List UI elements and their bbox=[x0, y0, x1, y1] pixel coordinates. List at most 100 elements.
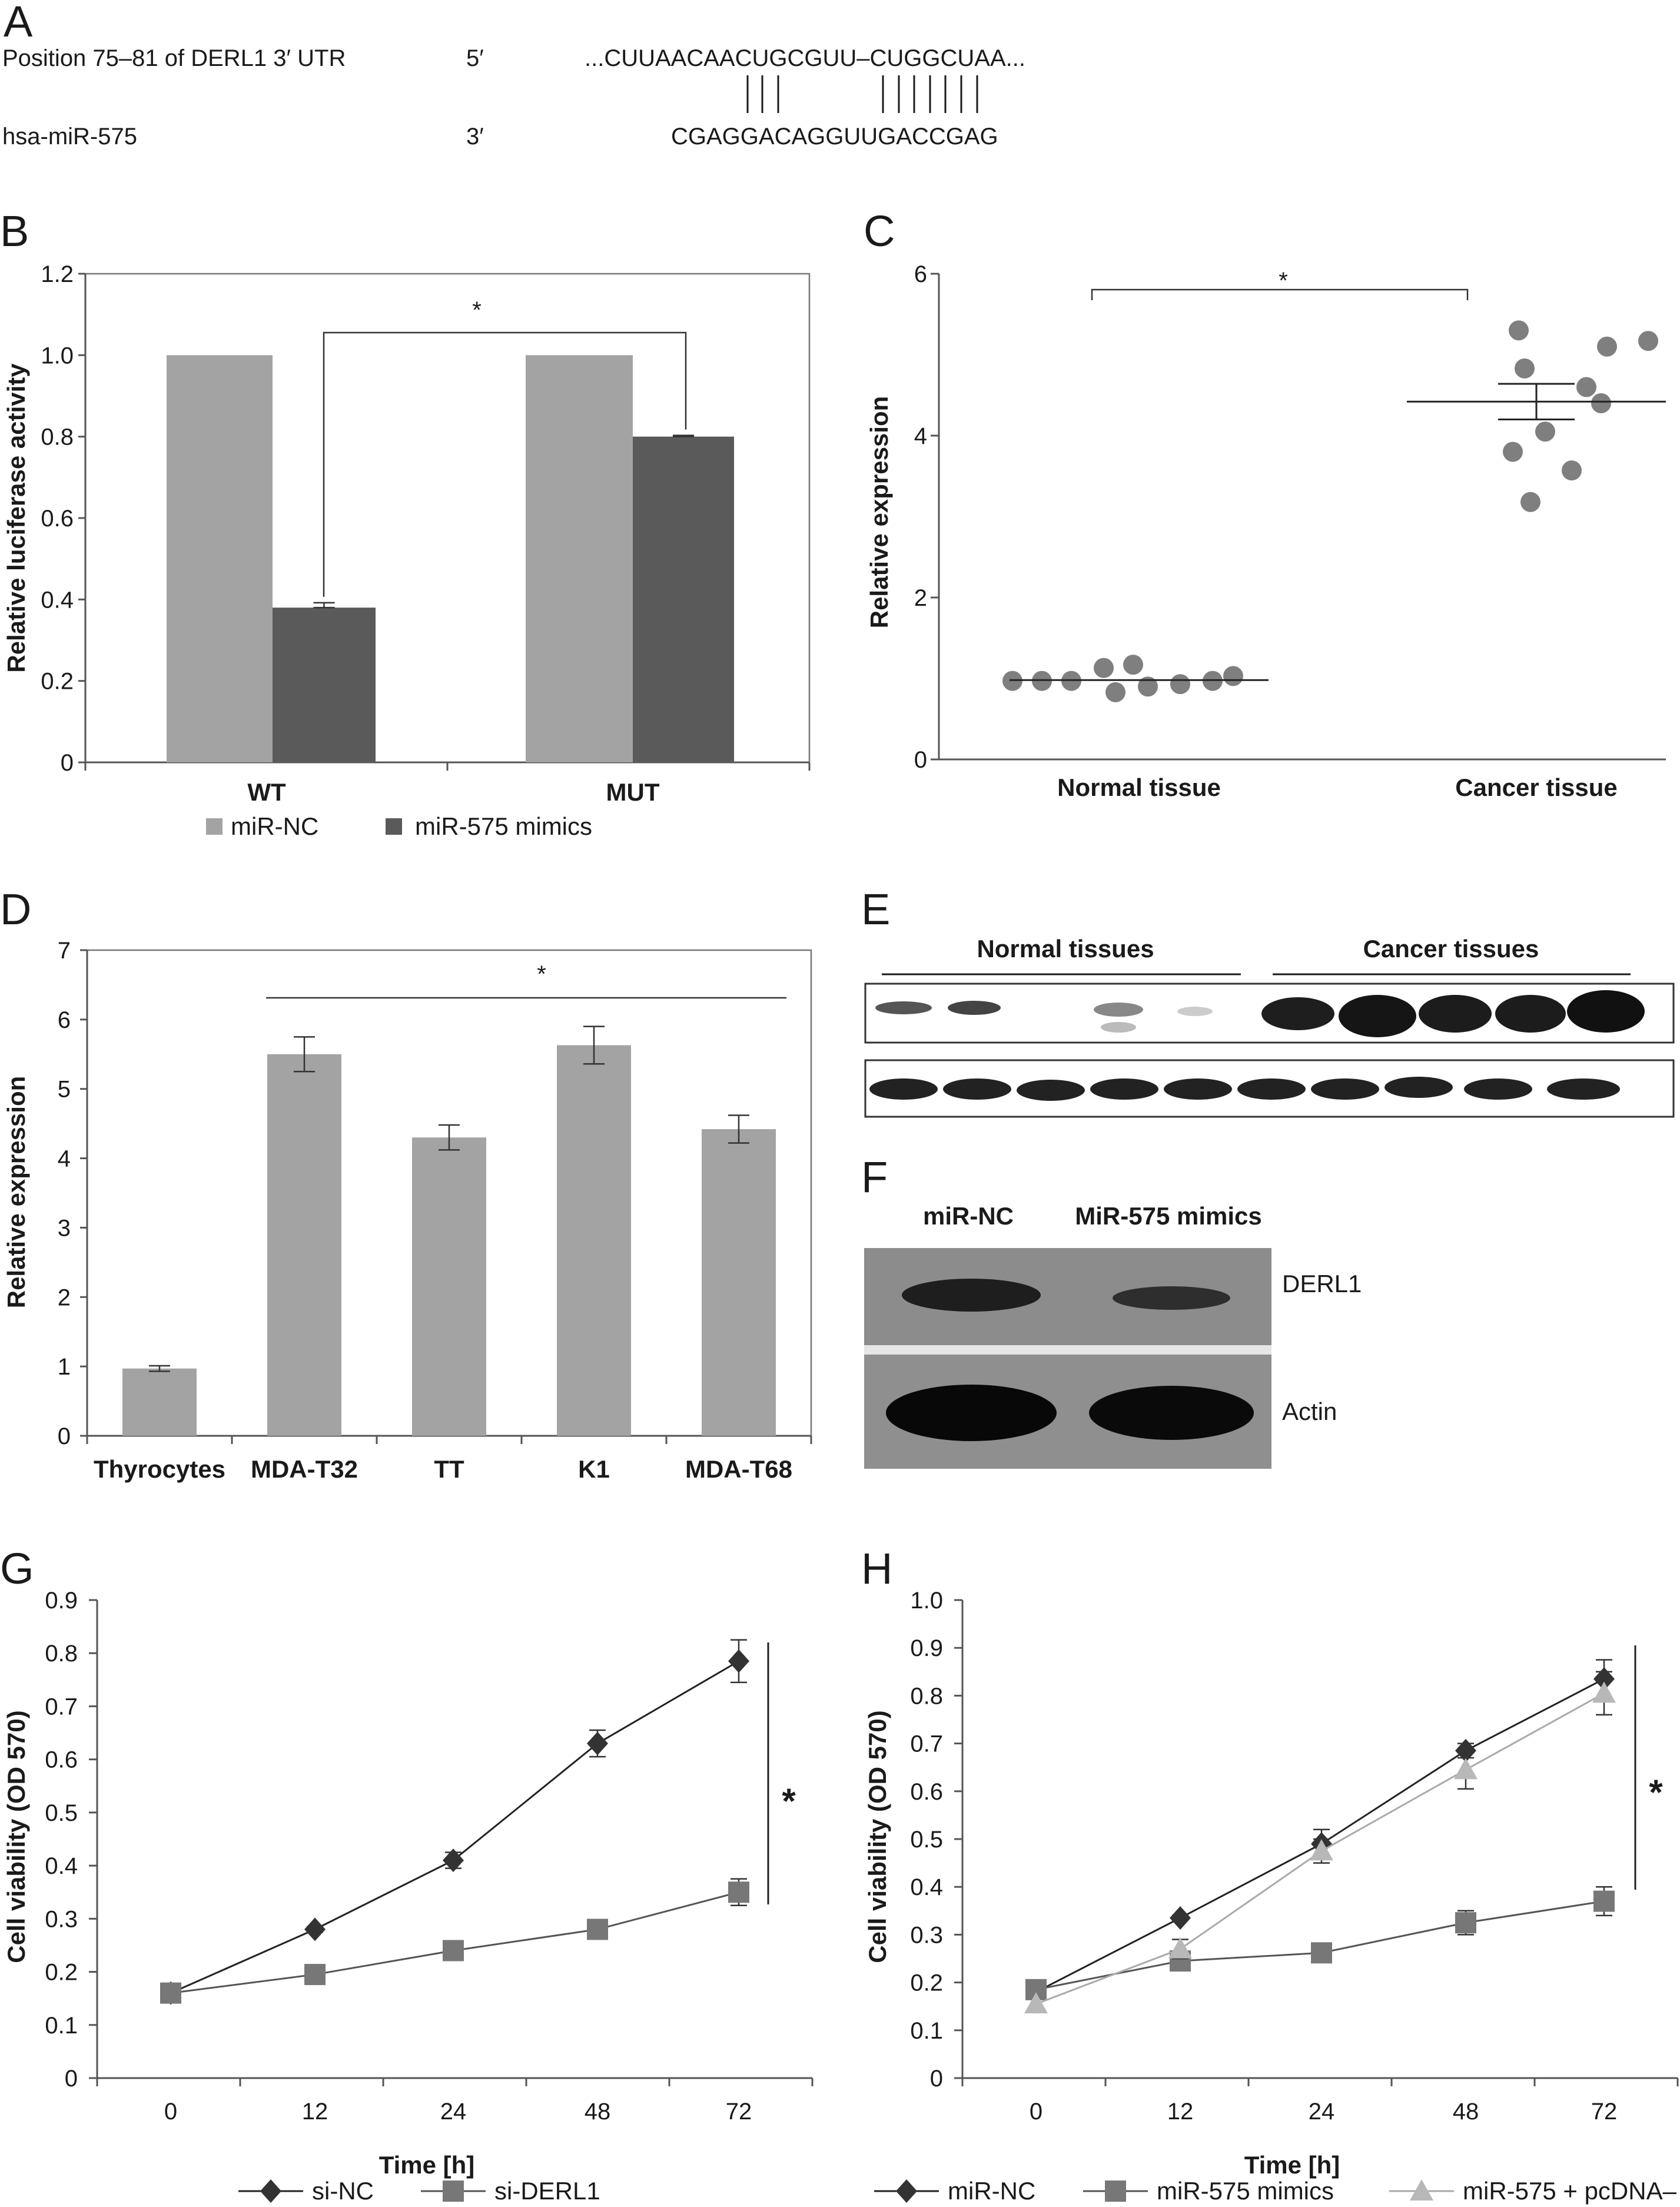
panel-c-data-point bbox=[1509, 320, 1529, 341]
panel-e: E Normal tissues Cancer tissues bbox=[861, 885, 1675, 1118]
derl1-utr-label: Position 75–81 of DERL1 3′ UTR bbox=[2, 45, 346, 71]
panel-c-data-point bbox=[1138, 676, 1158, 697]
panel-d-x-tick-label: K1 bbox=[578, 1455, 610, 1483]
panel-b-y-tick-label: 0.2 bbox=[41, 669, 74, 695]
blot-f-lane-mir-nc: miR-NC bbox=[923, 1202, 1014, 1230]
panel-h-y-axis-label: Cell viability (OD 570) bbox=[864, 1710, 891, 1963]
panel-d-y-tick-label: 5 bbox=[58, 1077, 71, 1103]
panel-d-y-tick-label: 1 bbox=[58, 1354, 71, 1380]
panel-g-legend-label: si-DERL1 bbox=[494, 2177, 600, 2205]
panel-b-bar-mir575 bbox=[633, 436, 734, 762]
panel-c-x-tick-label: Normal tissue bbox=[1057, 774, 1221, 801]
panel-c-significance-bracket bbox=[1091, 288, 1469, 300]
panel-c-data-point bbox=[1638, 331, 1658, 351]
panel-h-data-marker bbox=[1024, 1992, 1048, 2014]
panel-h-y-tick-label: 0.8 bbox=[910, 1683, 943, 1709]
panel-d-bar bbox=[557, 1045, 631, 1436]
panel-c-letter: C bbox=[864, 207, 895, 255]
panel-d-y-tick-label: 7 bbox=[58, 938, 71, 964]
panel-h-data-marker bbox=[1311, 1942, 1332, 1964]
panel-d-chart: 0 1 2 3 4 5 6 7 Thyrocytes MDA-T32 TT K1 MDA-T68 * bbox=[58, 938, 812, 1483]
panel-h-legend-marker bbox=[896, 2179, 917, 2203]
panel-g-y-tick-label: 0.2 bbox=[45, 1960, 78, 1986]
panel-b-letter: B bbox=[0, 207, 29, 255]
panel-g-data-marker bbox=[728, 1881, 749, 1903]
panel-c-data-point bbox=[1223, 666, 1243, 686]
blot-f-derl1-band-2 bbox=[1113, 1286, 1230, 1310]
panel-h-x-tick-label: 72 bbox=[1591, 2099, 1618, 2125]
panel-h-x-tick-label: 0 bbox=[1030, 2099, 1042, 2125]
panel-h-data-marker bbox=[1170, 1906, 1191, 1930]
panel-h-letter: H bbox=[861, 1544, 892, 1593]
legend-label-mir575-mimics: miR-575 mimics bbox=[415, 812, 592, 840]
panel-c-y-tick-label: 0 bbox=[914, 747, 927, 773]
panel-b-bar-mir575 bbox=[273, 608, 376, 762]
panel-a: A Position 75–81 of DERL1 3′ UTR 5′ ...C… bbox=[2, 0, 1025, 150]
panel-d-bar bbox=[122, 1368, 197, 1436]
panel-b-y-tick-label: 0.8 bbox=[41, 424, 74, 450]
cancer-tissues-label: Cancer tissues bbox=[1363, 935, 1539, 963]
panel-e-letter: E bbox=[861, 885, 890, 934]
panel-d-x-tick-label: Thyrocytes bbox=[94, 1455, 225, 1483]
panel-g-y-tick-label: 0.1 bbox=[45, 2013, 78, 2039]
blot-e-derl1-bands bbox=[875, 990, 1645, 1037]
panel-c-data-point bbox=[1094, 658, 1114, 678]
panel-g-y-tick-label: 0 bbox=[65, 2066, 78, 2092]
panel-h-y-tick-label: 0.6 bbox=[910, 1779, 943, 1805]
panel-g-x-tick-label: 12 bbox=[302, 2099, 328, 2125]
panel-b-x-tick-label: WT bbox=[247, 778, 286, 806]
blot-f-separator bbox=[864, 1345, 1271, 1355]
panel-g-legend-marker bbox=[260, 2179, 281, 2203]
panel-c-data-point bbox=[1170, 674, 1190, 695]
panel-g: G 0 0.1 0.2 0.3 0.4 0.5 0.6 0.7 0.8 0.9 0 12 24 48 72 *… bbox=[0, 1544, 814, 2205]
panel-h-data-marker bbox=[1454, 1758, 1478, 1780]
panel-d-x-tick-label: MDA-T32 bbox=[251, 1455, 358, 1483]
panel-b-y-tick-label: 0 bbox=[61, 750, 74, 776]
panel-g-data-marker bbox=[728, 1649, 749, 1673]
legend-swatch-mir575-mimics bbox=[386, 818, 402, 835]
panel-c-data-point bbox=[1105, 682, 1125, 702]
derl1-utr-sequence: ...CUUAACAACUGCGUU–CUGGCUAA... bbox=[585, 45, 1025, 71]
panel-g-data-marker bbox=[304, 1917, 326, 1942]
legend-label-mir-nc: miR-NC bbox=[231, 812, 318, 840]
panel-h-x-tick-label: 12 bbox=[1167, 2099, 1194, 2125]
base-pair-lines bbox=[746, 75, 978, 113]
panel-h-legend-marker bbox=[1105, 2181, 1126, 2202]
panel-g-data-marker bbox=[443, 1848, 464, 1873]
panel-g-y-tick-label: 0.6 bbox=[45, 1747, 78, 1773]
blot-f-actin-label: Actin bbox=[1282, 1398, 1337, 1425]
panel-d-y-tick-label: 4 bbox=[58, 1146, 71, 1172]
panel-h-y-tick-label: 1.0 bbox=[910, 1588, 943, 1614]
panel-h-data-marker bbox=[1168, 1937, 1192, 1959]
panel-d-bar bbox=[412, 1137, 486, 1436]
panel-c-data-point bbox=[1576, 377, 1596, 397]
panel-d-y-tick-label: 3 bbox=[58, 1215, 71, 1241]
panel-c-data-point bbox=[1515, 358, 1535, 379]
blot-e-actin-bands bbox=[869, 1077, 1620, 1101]
panel-g-y-tick-label: 0.7 bbox=[45, 1694, 78, 1720]
panel-c-y-tick-label: 6 bbox=[914, 261, 927, 287]
panel-g-x-axis-label: Time [h] bbox=[379, 2151, 475, 2179]
panel-h-x-tick-label: 48 bbox=[1453, 2099, 1479, 2125]
panel-c-y-tick-label: 2 bbox=[914, 585, 927, 611]
panel-c-data-point bbox=[1562, 460, 1582, 481]
panel-g-y-tick-label: 0.8 bbox=[45, 1641, 78, 1667]
panel-g-y-tick-label: 0.5 bbox=[45, 1800, 78, 1826]
panel-d-y-axis-label: Relative expression bbox=[2, 1076, 30, 1309]
panel-c-data-point bbox=[1503, 442, 1523, 462]
panel-b-y-tick-label: 1.2 bbox=[41, 261, 74, 287]
panel-h-data-marker bbox=[1455, 1912, 1476, 1934]
panel-c-significance-star: * bbox=[1279, 268, 1288, 294]
normal-tissues-label: Normal tissues bbox=[977, 935, 1154, 963]
panel-b-y-tick-label: 0.4 bbox=[41, 587, 74, 613]
panel-g-legend-label: si-NC bbox=[312, 2177, 374, 2205]
panel-h-y-tick-label: 0.9 bbox=[910, 1635, 943, 1661]
panel-f: F miR-NC MiR-575 mimics DERL1 Actin bbox=[861, 1153, 1362, 1469]
panel-b-significance-star: * bbox=[472, 297, 482, 323]
panel-g-x-tick-label: 72 bbox=[726, 2099, 752, 2125]
panel-h-y-tick-label: 0.1 bbox=[910, 2018, 943, 2044]
panel-h-legend-label: miR-575 mimics bbox=[1157, 2177, 1334, 2205]
panel-g-letter: G bbox=[0, 1544, 34, 1593]
panel-h: H 0 0.1 0.2 0.3 0.4 0.5 0.6 0.7 0.8 0.9 1.0 0 12 24 48… bbox=[861, 1544, 1679, 2205]
